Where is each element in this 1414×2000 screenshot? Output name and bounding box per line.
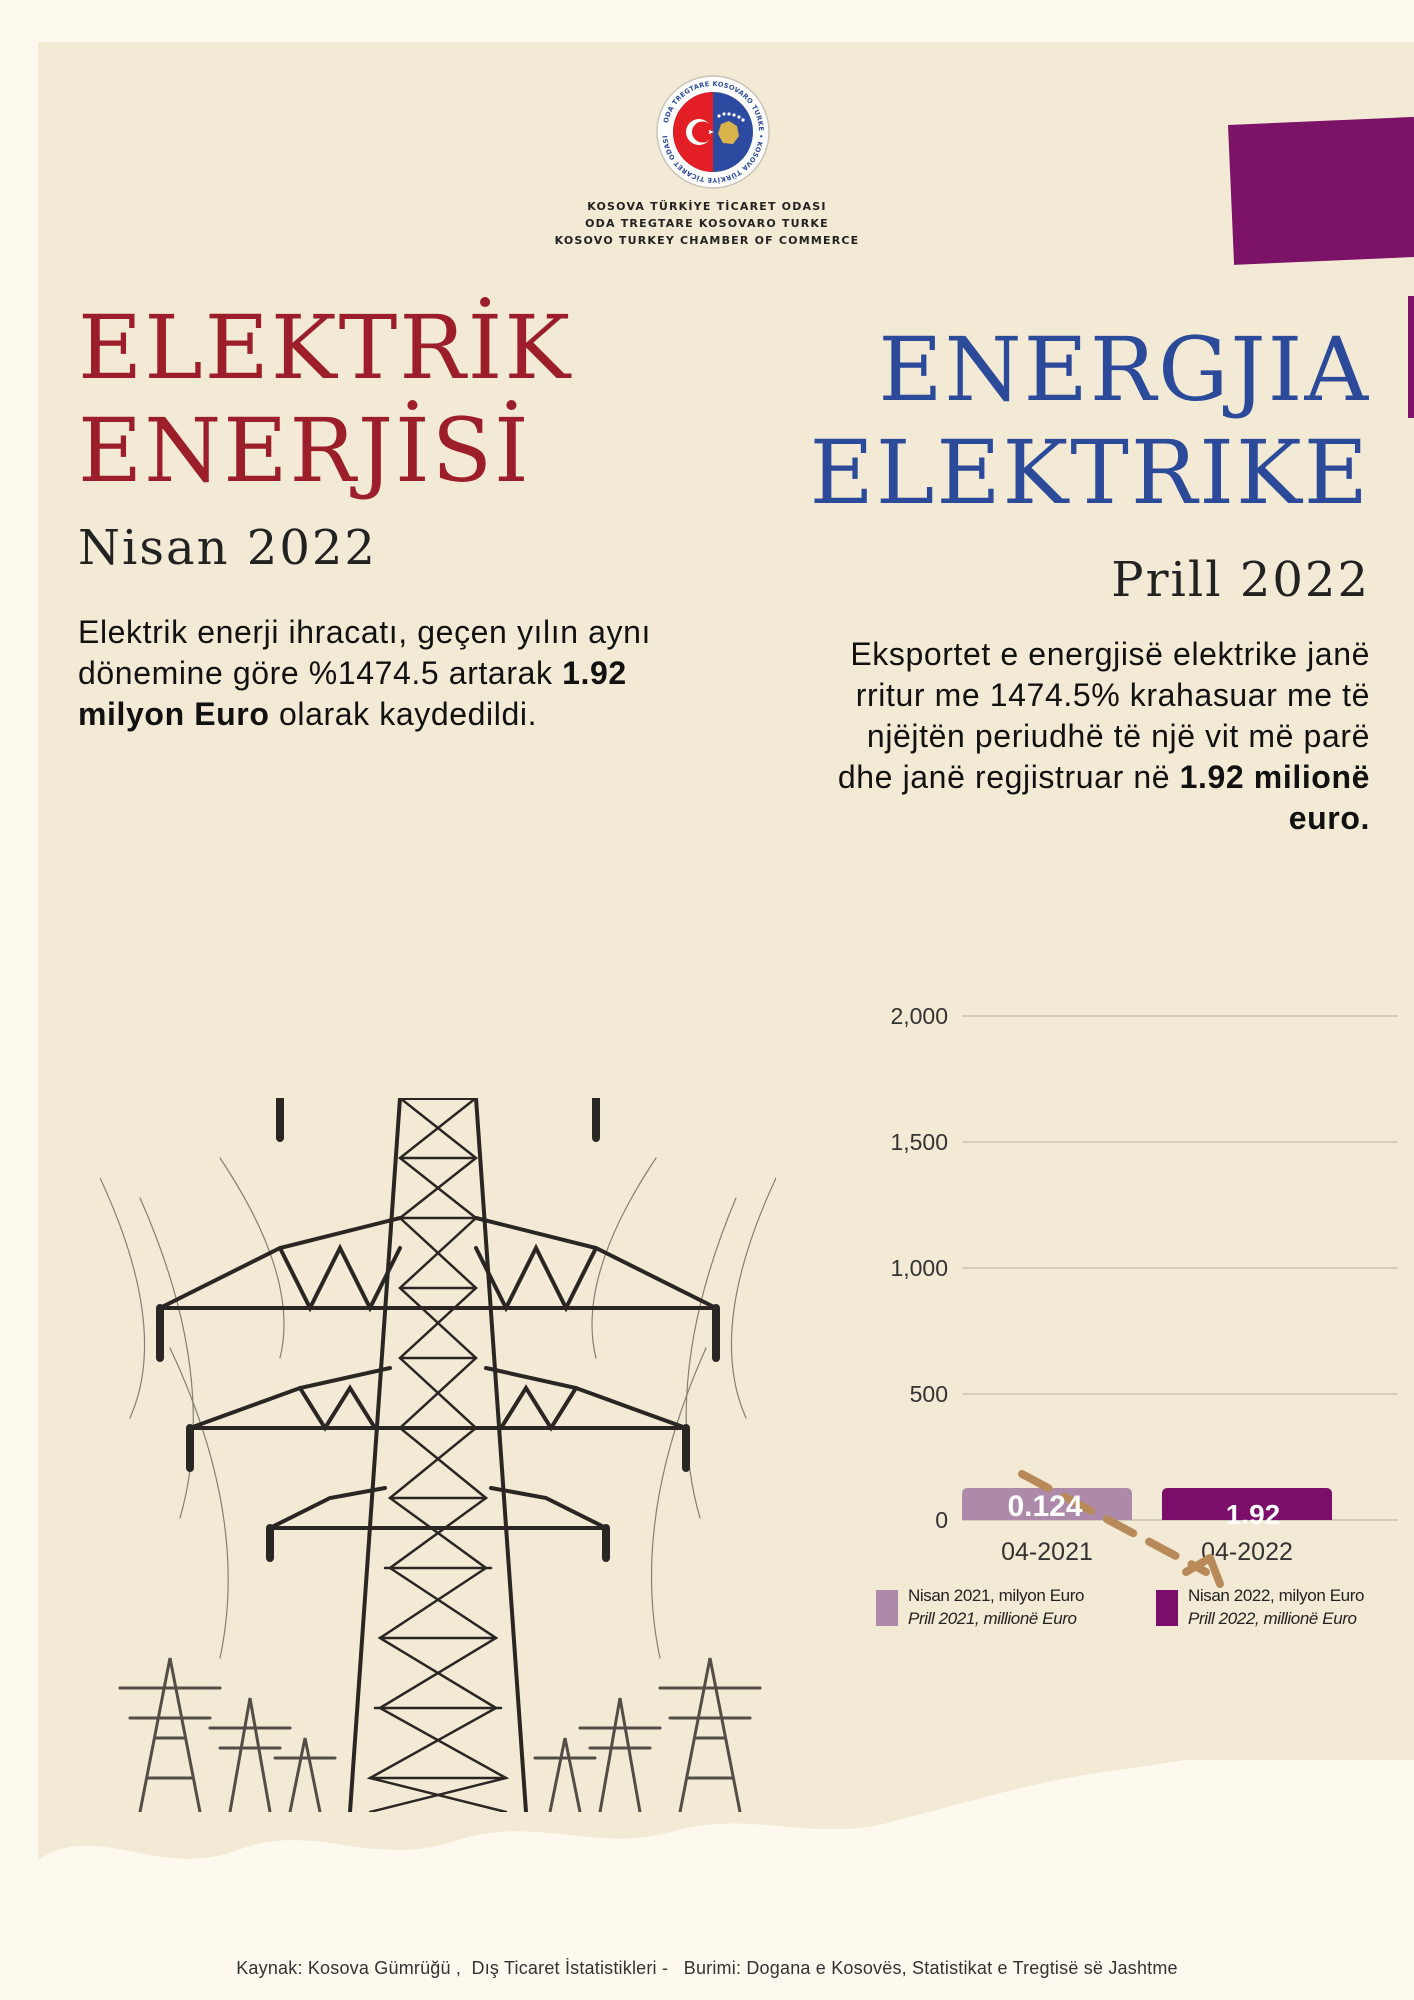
x-tick-label-0: 04-2021 <box>1001 1538 1093 1566</box>
trend-arrow-line <box>1018 1470 1210 1576</box>
y-tick-label-0: 0 <box>935 1507 948 1533</box>
legend-swatch-2022 <box>1156 1590 1178 1626</box>
title-albanian-line1: ENERGJIA <box>878 318 1370 421</box>
description-turkish-text: Elektrik enerji ihracatı, geçen yılın ay… <box>78 614 652 691</box>
date-albanian: Prill 2022 <box>1111 552 1370 608</box>
chart-x-ticks: 04-2021 04-2022 <box>1001 1538 1293 1566</box>
legend-item-2022: Nisan 2022, milyon Euro Prill 2022, mill… <box>1156 1584 1364 1630</box>
trend-arrow-head <box>1182 1554 1224 1588</box>
legend-label-2021-albanian: Prill 2021, millionë Euro <box>908 1609 1077 1628</box>
title-albanian-line2: ELEKTRIKE <box>809 421 1370 524</box>
y-tick-label-1: 500 <box>910 1381 948 1407</box>
legend-label-2022-albanian: Prill 2022, millionë Euro <box>1188 1609 1357 1628</box>
legend-label-2022-turkish: Nisan 2022, milyon Euro <box>1188 1586 1365 1605</box>
y-tick-label-2: 1,000 <box>890 1255 948 1281</box>
description-turkish-end: olarak kaydedildi. <box>269 696 538 732</box>
source-footnote: Kaynak: Kosova Gümrüğü , Dış Ticaret İst… <box>236 1958 1178 1978</box>
legend-swatch-2021 <box>876 1590 898 1626</box>
description-turkish: Elektrik enerji ihracatı, geçen yılın ay… <box>78 612 738 735</box>
chart-data-labels: 0.124 1.92 <box>1007 1490 1280 1530</box>
organization-names: KOSOVA TÜRKİYE TİCARET ODASI ODA TREGTAR… <box>480 198 934 249</box>
title-albanian: ENERGJIA ELEKTRIKE <box>810 318 1370 524</box>
chamber-logo-icon: ODA TREGTARE KOSOVARO TURKE • KOSOVA TÜR… <box>656 75 770 189</box>
org-name-turkish: KOSOVA TÜRKİYE TİCARET ODASI <box>587 200 827 213</box>
description-albanian-highlight: 1.92 milionë euro. <box>1179 759 1370 836</box>
legend-label-2021: Nisan 2021, milyon Euro Prill 2021, mill… <box>908 1584 1084 1630</box>
y-tick-label-3: 1,500 <box>890 1129 948 1155</box>
legend-label-2021-turkish: Nisan 2021, milyon Euro <box>908 1586 1085 1605</box>
legend-label-2022: Nisan 2022, milyon Euro Prill 2022, mill… <box>1188 1584 1364 1630</box>
trend-arrow <box>1018 1470 1224 1588</box>
decorative-purple-bar <box>1408 296 1414 418</box>
torn-paper-edge <box>38 1760 1414 2000</box>
power-pylons-illustration <box>100 1098 776 1812</box>
x-tick-label-1: 04-2022 <box>1201 1538 1293 1566</box>
description-turkish-highlight: 1.92 milyon Euro <box>78 655 627 732</box>
date-turkish: Nisan 2022 <box>78 520 377 576</box>
decorative-purple-rectangle <box>1228 116 1414 265</box>
org-name-english: KOSOVO TURKEY CHAMBER OF COMMERCE <box>554 234 860 247</box>
legend-item-2021: Nisan 2021, milyon Euro Prill 2021, mill… <box>876 1584 1084 1630</box>
y-tick-label-4: 2,000 <box>890 1003 948 1029</box>
title-turkish-line1: ELEKTRİK <box>78 296 573 399</box>
title-turkish-line2: ENERJİSİ <box>78 399 531 502</box>
org-name-albanian: ODA TREGTARE KOSOVARO TURKE <box>585 217 829 230</box>
title-turkish: ELEKTRİK ENERJİSİ <box>78 296 572 502</box>
data-label-0: 0.124 <box>1007 1490 1082 1523</box>
chart-y-ticks: 0 500 1,000 1,500 2,000 <box>890 1003 948 1533</box>
description-albanian: Eksportet e energjisë elektrike janë rri… <box>810 634 1370 839</box>
bar-04-2022 <box>1162 1488 1332 1520</box>
chart-gridlines <box>962 1015 1398 1521</box>
data-label-1: 1.92 <box>1226 1499 1281 1530</box>
bar-chart: 0 500 1,000 1,500 2,000 04-2021 04-2022 0.124… <box>890 1003 1398 1588</box>
description-albanian-text: Eksportet e energjisë elektrike janë rri… <box>837 636 1370 795</box>
background-panel <box>38 42 1414 1942</box>
